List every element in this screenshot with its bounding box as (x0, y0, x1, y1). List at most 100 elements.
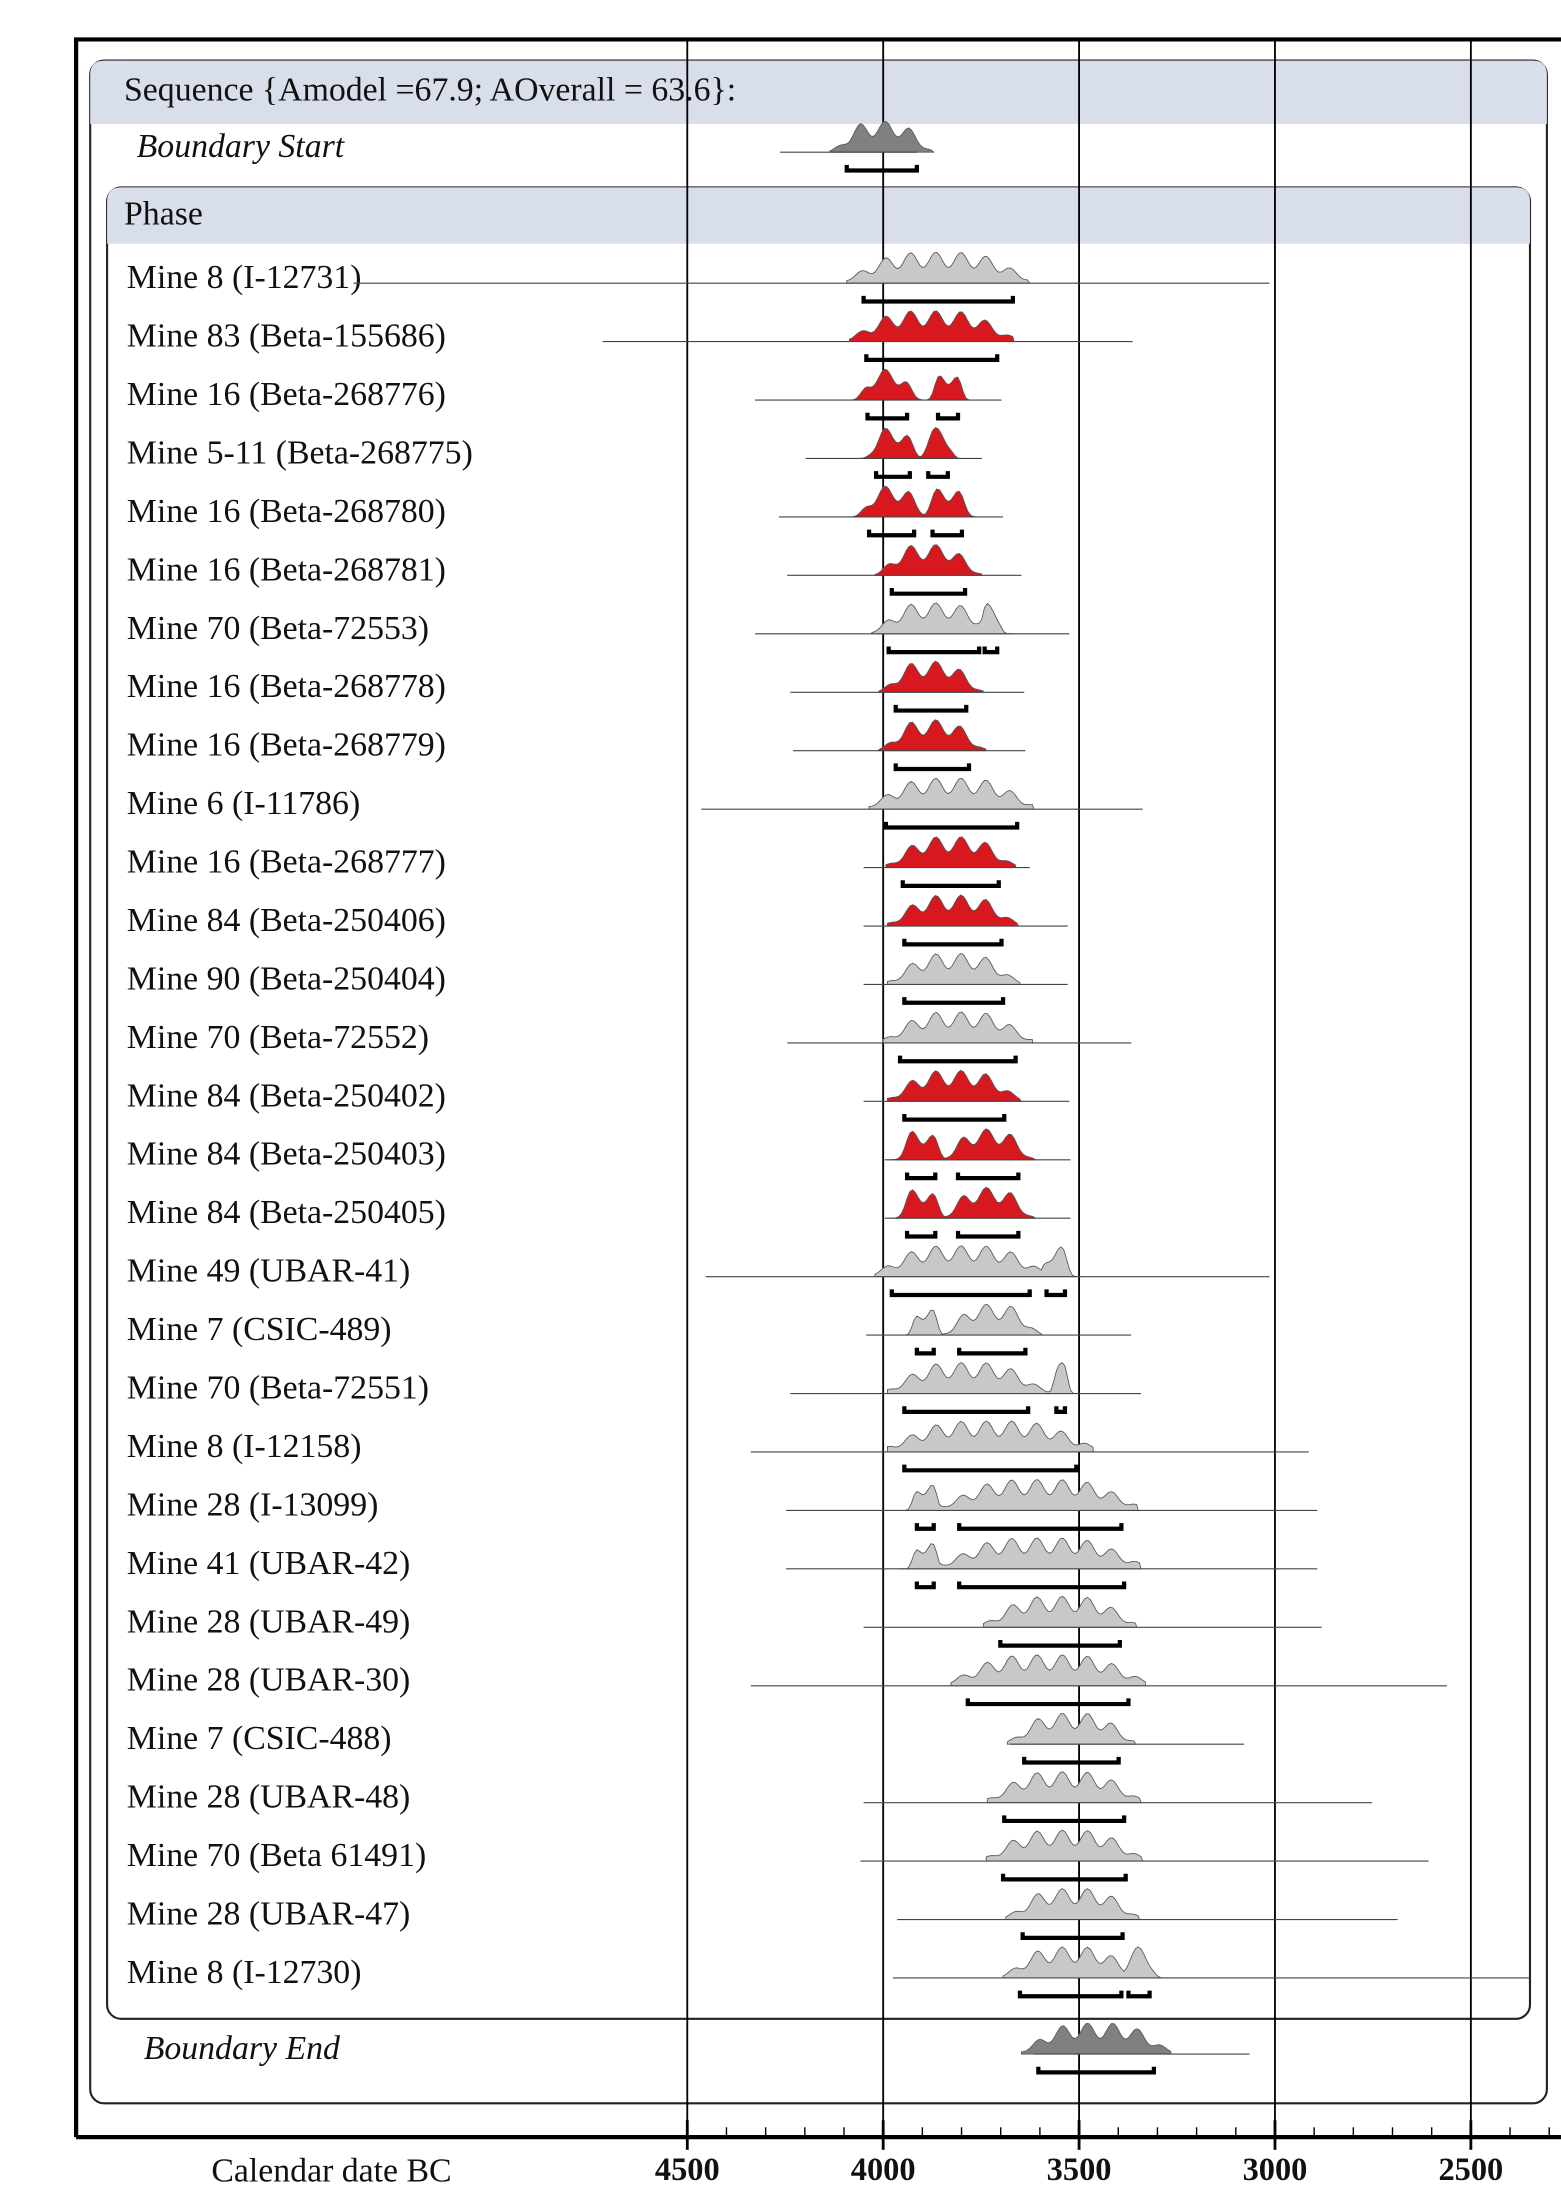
range-bar (900, 880, 1001, 889)
distribution (985, 1829, 1144, 1862)
row-label: Mine 28 (UBAR-30) (127, 1662, 410, 1699)
row-label: Mine 84 (Beta-250402) (127, 1077, 446, 1114)
range-bar (844, 164, 919, 173)
x-tick-label: 3500 (1047, 2152, 1112, 2188)
row-label: Mine 84 (Beta-250406) (127, 902, 446, 939)
x-axis-label: Calendar date BC (211, 2153, 451, 2190)
row-label: Mine 28 (UBAR-47) (127, 1895, 410, 1932)
range-bar (902, 1406, 1031, 1414)
x-tick-label: 4500 (655, 2152, 720, 2188)
distribution (874, 1245, 1082, 1278)
distribution (1020, 2023, 1172, 2055)
distribution (1006, 1713, 1137, 1745)
range-bar (902, 1114, 1007, 1122)
range-bar (902, 1464, 1079, 1473)
distribution (846, 252, 1031, 284)
row-label: Mine 6 (I-11786) (127, 785, 360, 822)
range-bar (893, 704, 969, 713)
range-bar (897, 1055, 1018, 1064)
range-bar (893, 763, 972, 772)
range-bar (1054, 1406, 1068, 1414)
frame (73, 37, 1561, 2138)
row-label: Mine 28 (I-13099) (127, 1486, 379, 1523)
rows: Boundary Start Mine 8 (I-12731) Mine 83 (B… (127, 120, 1531, 2075)
distribution (887, 1069, 1022, 1102)
range-bar (1126, 1990, 1152, 1999)
row-label: Mine 70 (Beta-72552) (127, 1019, 429, 1056)
x-tick-label: 4000 (851, 2152, 916, 2188)
distribution (986, 1771, 1142, 1804)
distribution (851, 485, 979, 518)
distribution (899, 1303, 1044, 1336)
range-bar (914, 1347, 936, 1356)
x-tick-label: 2500 (1438, 2152, 1503, 2188)
distribution (887, 952, 1021, 985)
row-label: Mine 83 (Beta-155686) (127, 318, 446, 355)
row-label: Boundary End (144, 2030, 340, 2067)
row-label: Mine 70 (Beta-72551) (127, 1369, 429, 1406)
range-bar (955, 1172, 1021, 1181)
phase-label: Phase (124, 196, 203, 233)
x-tick-label: 3000 (1243, 2152, 1308, 2188)
distribution (871, 602, 1015, 635)
distribution (829, 120, 935, 153)
range-bar (1022, 1756, 1121, 1765)
row-label: Mine 8 (I-12730) (127, 1954, 362, 1991)
range-bar (883, 821, 1020, 830)
row-label: Mine 70 (Beta 61491) (127, 1837, 426, 1874)
row-label: Mine 41 (UBAR-42) (127, 1545, 410, 1582)
distribution (868, 777, 1035, 810)
row-label: Mine 16 (Beta-268780) (127, 493, 446, 530)
row-label: Mine 8 (I-12158) (127, 1428, 362, 1465)
range-bar (874, 471, 912, 479)
distribution (899, 1479, 1139, 1511)
range-bar (886, 646, 982, 655)
range-bar (914, 1581, 936, 1590)
range-bar (998, 1639, 1122, 1648)
distribution (882, 1011, 1033, 1044)
range-bar (1002, 1815, 1127, 1824)
distribution (887, 1362, 1083, 1395)
row-label: Mine 7 (CSIC-489) (127, 1311, 392, 1348)
distribution (878, 719, 987, 752)
distribution (874, 544, 983, 576)
range-bar (955, 1230, 1021, 1239)
row-label: Mine 90 (Beta-250404) (127, 960, 446, 997)
row-label: Mine 84 (Beta-250405) (127, 1194, 446, 1231)
range-bar (957, 1581, 1127, 1590)
range-bar (957, 1347, 1028, 1356)
distribution (887, 894, 1020, 927)
distribution (885, 836, 1017, 869)
distribution (1002, 1946, 1167, 1979)
distribution (889, 1128, 1037, 1161)
range-bar (889, 588, 968, 596)
range-bar (930, 529, 965, 538)
distribution (848, 310, 1015, 343)
distribution (899, 1537, 1142, 1570)
distribution (858, 427, 965, 459)
row-label: Mine 28 (UBAR-49) (127, 1603, 410, 1640)
range-bar (1017, 1990, 1124, 1999)
grid: 4500 4000 3500 3000 2500 (655, 39, 1550, 2188)
range-bar (904, 1172, 938, 1181)
range-bar (864, 354, 1000, 363)
range-bar (865, 412, 910, 421)
phase-header (107, 187, 1530, 244)
range-bar (861, 295, 1015, 304)
row-label: Mine 16 (Beta-268779) (127, 727, 446, 764)
row-label: Mine 5-11 (Beta-268775) (127, 434, 473, 471)
range-bar (1000, 1873, 1128, 1882)
row-label: Mine 16 (Beta-268777) (127, 844, 446, 881)
range-bar (1044, 1289, 1068, 1298)
row-label: Mine 84 (Beta-250403) (127, 1136, 446, 1173)
row-label: Boundary Start (137, 128, 346, 165)
distribution (1005, 1888, 1141, 1920)
range-bar (982, 646, 1000, 655)
range-bar (957, 1523, 1124, 1531)
row-label: Mine 28 (UBAR-48) (127, 1779, 410, 1816)
sequence-header (90, 60, 1547, 124)
range-bar (1036, 2066, 1157, 2075)
distribution (889, 1186, 1037, 1219)
